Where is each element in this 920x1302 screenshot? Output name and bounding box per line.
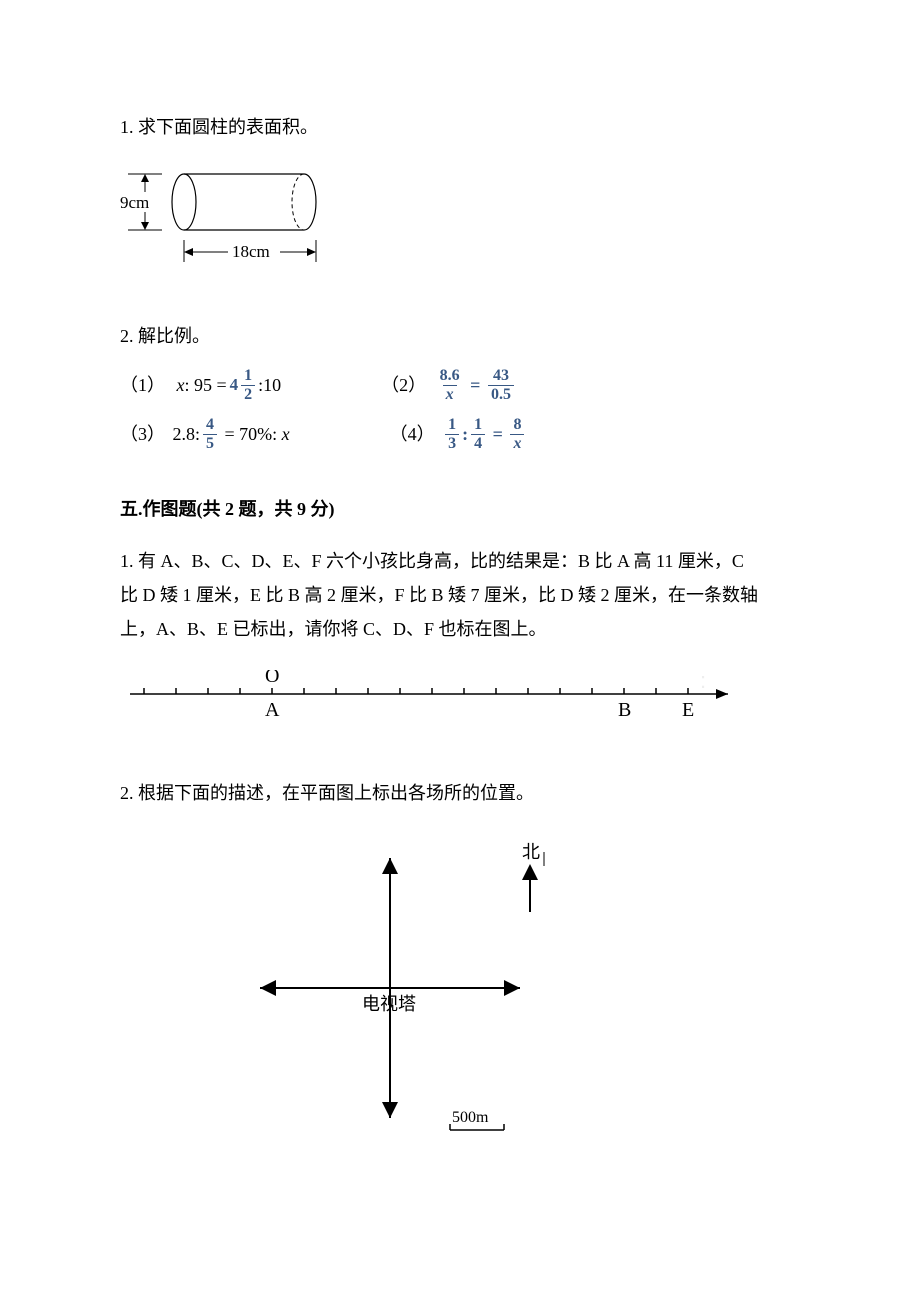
svg-text:北: 北 [522,842,540,862]
problem-1: 1. 求下面圆柱的表面积。 [120,110,920,144]
compass-figure: 北电视塔 500m [240,828,920,1179]
problem-2: 2. 解比例。 [120,319,920,353]
equation-2: （2） 8.6 x = 43 0.5 [381,368,514,403]
q1-number: 1. [120,551,134,571]
equation-4: （4） 1 3 : 1 4 = 8 x [390,417,525,452]
section5-q2: 2. 根据下面的描述，在平面图上标出各场所的位置。 [120,776,920,810]
svg-text:电视塔: 电视塔 [362,994,416,1014]
eq1-tail: :10 [258,368,281,402]
equation-1: （1） x: 95 = 4 1 2 :10 [120,368,281,403]
equation-row-2: （3） 2.8: 4 5 = 70%: x （4） 1 3 : 1 4 = 8 … [120,417,920,452]
cylinder-diameter-label: 9cm [120,193,149,212]
numberline-figure: OA B E [120,670,920,745]
equations-block: （1） x: 95 = 4 1 2 :10 （2） 8.6 x = 43 0.5… [120,368,920,452]
problem-2-text: 解比例。 [138,326,210,346]
problem-1-text: 求下面圆柱的表面积。 [138,117,318,137]
equation-3: （3） 2.8: 4 5 = 70%: x [120,417,290,452]
eq2-rfrac: 43 0.5 [488,368,514,403]
eq2-lfrac: 8.6 x [437,368,463,403]
eq3-frac: 4 5 [203,417,217,452]
cylinder-axis-label: 18cm [232,242,270,261]
cylinder-figure: 9cm 18cm [120,162,920,293]
svg-text:500m: 500m [452,1109,489,1126]
eq4-a: 1 3 [445,417,459,452]
numberline-svg: OA B E [120,670,760,734]
svg-text:E: E [682,699,694,721]
eq1-frac: 1 2 [241,368,255,403]
q2-text: 根据下面的描述，在平面图上标出各场所的位置。 [138,783,534,803]
eq2-label: （2） [381,368,426,402]
section-5-heading: 五.作图题(共 2 题，共 9 分) [120,492,920,526]
svg-text:O: O [265,670,279,687]
eq3-label: （3） [120,417,165,451]
compass-svg: 北电视塔 500m [240,828,600,1168]
eq4-label: （4） [390,417,435,451]
q2-number: 2. [120,783,134,803]
problem-1-number: 1. [120,117,134,137]
problem-2-number: 2. [120,326,134,346]
q1-line1: 有 A、B、C、D、E、F 六个小孩比身高，比的结果是：B 比 A 高 11 厘… [138,551,744,571]
equation-row-1: （1） x: 95 = 4 1 2 :10 （2） 8.6 x = 43 0.5 [120,368,920,403]
eq1-mixed-int: 4 [230,369,239,401]
eq1-label: （1） [120,368,165,402]
svg-text:B: B [618,699,631,721]
cylinder-svg: 9cm 18cm [120,162,360,282]
section5-q1: 1. 有 A、B、C、D、E、F 六个小孩比身高，比的结果是：B 比 A 高 1… [120,544,920,647]
q1-line2: 比 D 矮 1 厘米，E 比 B 高 2 厘米，F 比 B 矮 7 厘米，比 D… [120,585,758,605]
eq4-r: 8 x [510,417,524,452]
q1-line3: 上，A、B、E 已标出，请你将 C、D、F 也标在图上。 [120,619,547,639]
eq4-b: 1 4 [471,417,485,452]
svg-text:A: A [265,699,280,721]
